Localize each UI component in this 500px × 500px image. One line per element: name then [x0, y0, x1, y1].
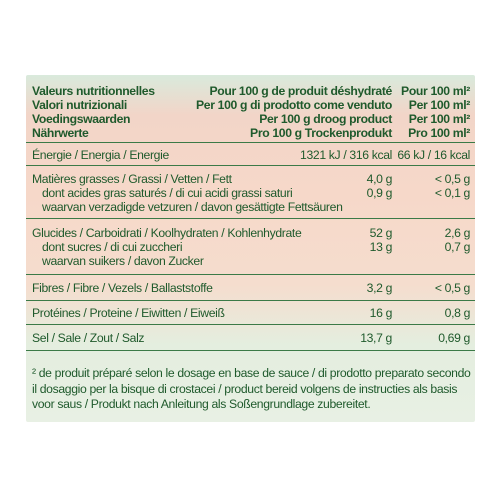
divider — [26, 165, 475, 166]
row-label: Fibres / Fibre / Vezels / Ballaststoffe — [32, 281, 213, 295]
row-per100ml: 0,8 g — [444, 306, 471, 320]
header-label: Nährwerte — [32, 126, 89, 140]
divider — [26, 350, 475, 351]
row-per100g: 13 g — [369, 240, 393, 254]
row-per100g: 13,7 g — [360, 331, 392, 345]
row-per100g: 3,2 g — [366, 281, 393, 295]
divider — [26, 218, 475, 219]
header-per100ml: Per 100 ml² — [408, 98, 471, 112]
divider — [26, 142, 475, 143]
row-label: Matières grasses / Grassi / Vetten / Fet… — [32, 172, 232, 186]
footnote: ² de produit préparé selon le dosage en … — [32, 366, 471, 411]
row-per100g: 16 g — [369, 306, 393, 320]
row-label: dont acides gras saturés / di cui acidi … — [42, 186, 293, 200]
row-per100ml: < 0,5 g — [434, 172, 471, 186]
row-per100g: 52 g — [369, 226, 393, 240]
header-per100g: Pro 100 g Trockenprodukt — [250, 126, 392, 140]
header-per100g: Pour 100 g de produit déshydraté — [209, 84, 393, 98]
row-per100g: 0,9 g — [366, 186, 393, 200]
nutrition-table-panel — [26, 75, 475, 422]
row-label: dont sucres / di cui zuccheri — [42, 240, 183, 254]
header-per100g: Per 100 g di prodotto come venduto — [196, 98, 392, 112]
row-per100ml: < 0,5 g — [434, 281, 471, 295]
row-per100ml: 0,7 g — [444, 240, 471, 254]
header-label: Valori nutrizionali — [32, 98, 127, 112]
header-label: Valeurs nutritionnelles — [32, 84, 155, 98]
header-label: Voedingswaarden — [32, 112, 131, 126]
row-label: Énergie / Energia / Energie — [32, 148, 169, 162]
divider — [26, 300, 475, 301]
divider — [26, 324, 475, 325]
row-per100g: 4,0 g — [366, 172, 393, 186]
row-per100g: 1321 kJ / 316 kcal — [300, 148, 392, 162]
header-per100ml: Per 100 ml² — [408, 112, 471, 126]
row-per100ml: < 0,1 g — [434, 186, 471, 200]
row-label: waarvan verzadigde vetzuren / davon gesä… — [42, 200, 343, 214]
row-label: Protéines / Proteine / Eiwitten / Eiweiß — [32, 306, 225, 320]
row-label: Sel / Sale / Zout / Salz — [32, 331, 145, 345]
row-label: Glucides / Carboidrati / Koolhydraten / … — [32, 226, 302, 240]
header-per100ml: Pour 100 ml² — [401, 84, 470, 98]
row-per100ml: 2,6 g — [444, 226, 471, 240]
row-label: waarvan suikers / davon Zucker — [42, 254, 204, 268]
row-per100ml: 66 kJ / 16 kcal — [397, 148, 470, 162]
divider — [26, 274, 475, 275]
header-per100g: Per 100 g droog product — [259, 112, 392, 126]
header-per100ml: Pro 100 ml² — [408, 126, 470, 140]
row-per100ml: 0,69 g — [438, 331, 470, 345]
